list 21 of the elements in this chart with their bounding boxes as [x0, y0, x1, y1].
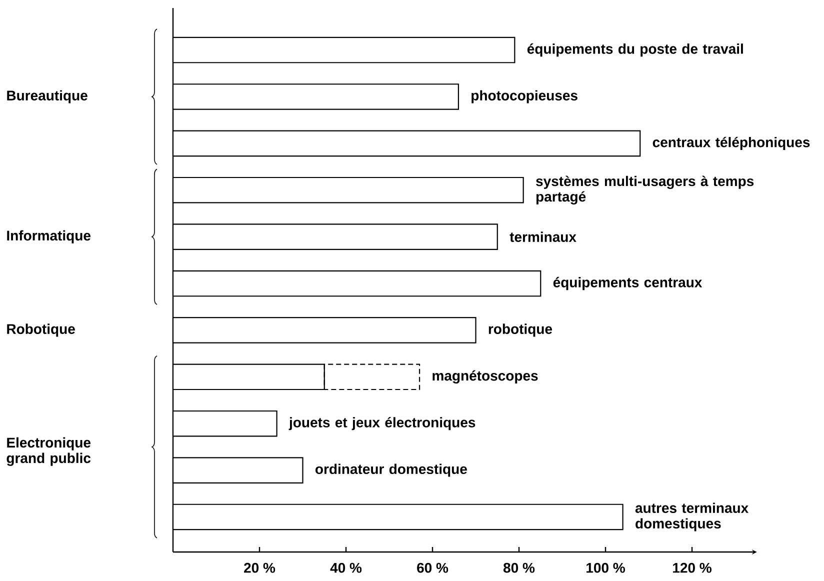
y-tick-label: centraux téléphoniques — [652, 136, 810, 150]
y-tick-label: jouets et jeux électroniques — [288, 417, 476, 430]
x-tick-label: 80 % — [503, 562, 535, 573]
x-tick-label: 120 % — [673, 562, 712, 573]
y-tick-label: magnétoscopes — [432, 370, 538, 384]
x-tick-label: 100 % — [586, 562, 625, 573]
text: Electronique grand public — [6, 437, 91, 466]
text: Robotique — [7, 324, 75, 337]
y-tick-label: autres terminaux domestiques — [635, 502, 748, 532]
y-tick-label: terminaux — [510, 232, 576, 242]
y-tick-label: équipements du poste de travail — [527, 43, 743, 57]
x-tick-label: 40 % — [330, 562, 362, 573]
y-tick-label: robotique — [488, 324, 552, 337]
x-tick-label: 60 % — [417, 562, 448, 573]
x-tick-label: 20 % — [244, 562, 276, 573]
text: Informatique — [7, 230, 91, 244]
y-tick-label: équipements centraux — [553, 276, 702, 290]
text: Bureautique — [7, 90, 88, 104]
y-tick-label: ordinateur domestique — [316, 464, 467, 477]
y-tick-label: systèmes multi-usagers à temps partagé — [536, 176, 754, 204]
y-tick-label: photocopieuses — [472, 90, 578, 104]
